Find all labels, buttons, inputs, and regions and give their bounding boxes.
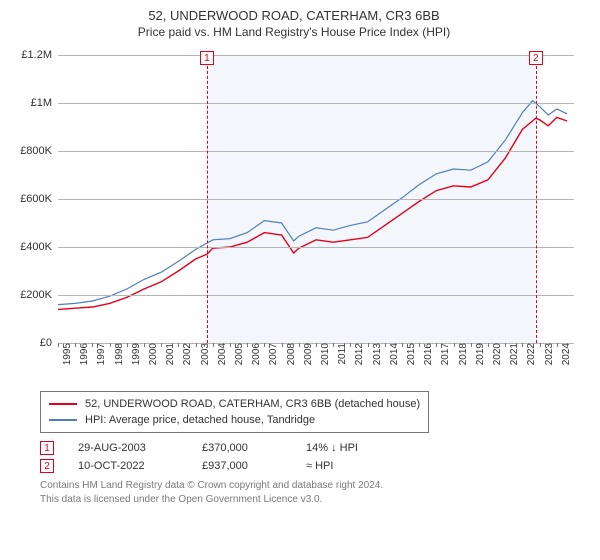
x-tick-label: 2001	[161, 343, 176, 365]
x-tick-label: 2022	[522, 343, 537, 365]
legend-label-hpi: HPI: Average price, detached house, Tand…	[85, 412, 315, 428]
x-tick-label: 1996	[75, 343, 90, 365]
x-tick-label: 2000	[144, 343, 159, 365]
x-tick-label: 2003	[196, 343, 211, 365]
y-tick-label: £800K	[20, 145, 58, 157]
gridline-horizontal	[58, 151, 574, 152]
y-tick-label: £1M	[31, 97, 58, 109]
marker-vline	[536, 51, 537, 343]
x-tick-label: 2008	[282, 343, 297, 365]
x-tick-label: 2014	[385, 343, 400, 365]
x-tick-label: 2013	[368, 343, 383, 365]
gridline-horizontal	[58, 295, 574, 296]
marker-date: 10-OCT-2022	[78, 460, 178, 472]
x-tick-label: 2009	[299, 343, 314, 365]
x-tick-label: 2007	[264, 343, 279, 365]
plot-region: £0£200K£400K£600K£800K£1M£1.2M1995199619…	[58, 55, 574, 343]
x-tick-label: 2011	[333, 343, 348, 365]
marker-table-badge: 2	[40, 459, 54, 473]
gridline-horizontal	[58, 103, 574, 104]
x-tick-label: 2005	[230, 343, 245, 365]
x-tick-label: 1998	[110, 343, 125, 365]
legend-box: 52, UNDERWOOD ROAD, CATERHAM, CR3 6BB (d…	[40, 391, 429, 433]
x-tick-label: 2018	[454, 343, 469, 365]
x-tick-label: 1999	[127, 343, 142, 365]
marker-badge: 2	[529, 51, 543, 65]
x-tick-label: 2019	[471, 343, 486, 365]
gridline-horizontal	[58, 199, 574, 200]
marker-table-badge: 1	[40, 441, 54, 455]
x-tick-label: 2021	[505, 343, 520, 365]
x-tick-label: 2020	[488, 343, 503, 365]
x-tick-label: 1997	[92, 343, 107, 365]
chart-area: £0£200K£400K£600K£800K£1M£1.2M1995199619…	[8, 45, 580, 385]
x-tick-label: 2004	[213, 343, 228, 365]
y-tick-label: £0	[40, 337, 58, 349]
x-tick-label: 2002	[178, 343, 193, 365]
y-tick-label: £600K	[20, 193, 58, 205]
marker-vline	[207, 51, 208, 343]
x-tick-label: 2016	[419, 343, 434, 365]
x-tick-label: 2017	[436, 343, 451, 365]
attribution-footer: Contains HM Land Registry data © Crown c…	[40, 479, 580, 506]
chart-subtitle: Price paid vs. HM Land Registry's House …	[8, 25, 580, 39]
marker-badge: 1	[200, 51, 214, 65]
y-tick-label: £400K	[20, 241, 58, 253]
marker-date: 29-AUG-2003	[78, 442, 178, 454]
marker-price: £370,000	[202, 442, 282, 454]
marker-table-row: 2 10-OCT-2022 £937,000 ≈ HPI	[40, 459, 580, 473]
footer-line-1: Contains HM Land Registry data © Crown c…	[40, 479, 580, 493]
series-line-price_paid	[58, 117, 567, 309]
x-tick-label: 2010	[316, 343, 331, 365]
y-tick-label: £1.2M	[21, 49, 58, 61]
marker-price: £937,000	[202, 460, 282, 472]
legend-label-price-paid: 52, UNDERWOOD ROAD, CATERHAM, CR3 6BB (d…	[85, 396, 420, 412]
marker-table-row: 1 29-AUG-2003 £370,000 14% ↓ HPI	[40, 441, 580, 455]
x-tick-label: 2006	[247, 343, 262, 365]
x-tick-label: 2015	[402, 343, 417, 365]
marker-delta: 14% ↓ HPI	[306, 442, 358, 454]
chart-title: 52, UNDERWOOD ROAD, CATERHAM, CR3 6BB	[8, 8, 580, 23]
x-tick-label: 2023	[540, 343, 555, 365]
x-tick-label: 1995	[58, 343, 73, 365]
x-tick-label: 2012	[350, 343, 365, 365]
marker-delta: ≈ HPI	[306, 460, 333, 472]
x-tick-label: 2024	[557, 343, 572, 365]
markers-table: 1 29-AUG-2003 £370,000 14% ↓ HPI 2 10-OCT-202…	[40, 441, 580, 473]
legend-swatch-price-paid	[49, 403, 77, 405]
y-tick-label: £200K	[20, 289, 58, 301]
series-line-hpi	[58, 101, 567, 305]
gridline-horizontal	[58, 247, 574, 248]
legend-row-price-paid: 52, UNDERWOOD ROAD, CATERHAM, CR3 6BB (d…	[49, 396, 420, 412]
legend-swatch-hpi	[49, 419, 77, 421]
gridline-horizontal	[58, 55, 574, 56]
footer-line-2: This data is licensed under the Open Gov…	[40, 493, 580, 507]
legend-row-hpi: HPI: Average price, detached house, Tand…	[49, 412, 420, 428]
